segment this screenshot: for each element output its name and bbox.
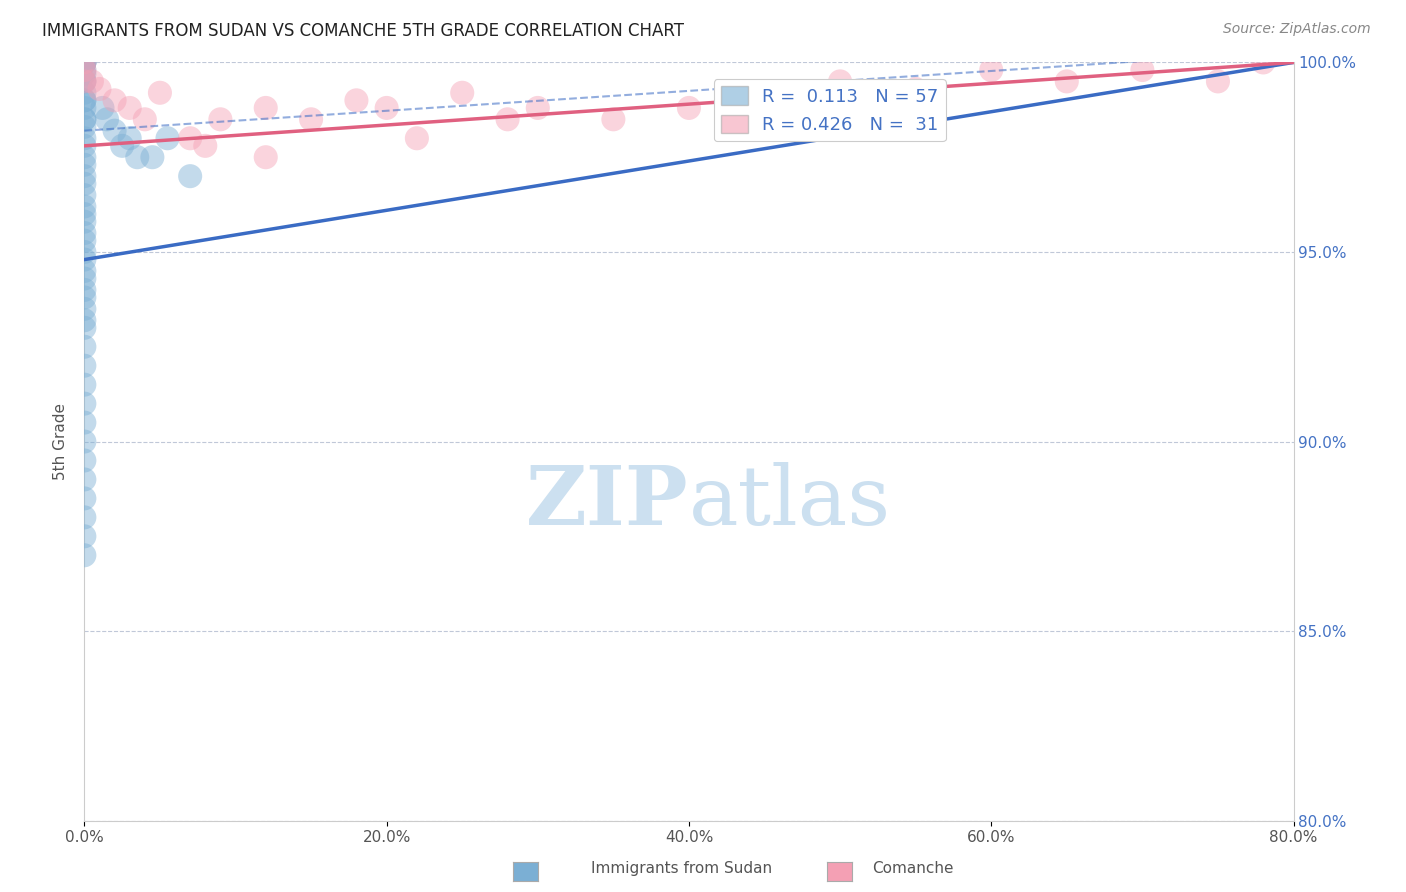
Point (73, 396, 96, 410)
Point (104, 123, 127, 137)
Point (73, 291, 96, 305)
Point (111, 138, 134, 153)
Point (73, 340, 96, 354)
Text: ZIP: ZIP (526, 462, 689, 542)
Text: Immigrants from Sudan: Immigrants from Sudan (591, 861, 772, 876)
Text: atlas: atlas (689, 462, 891, 542)
Point (73, 120, 96, 134)
Point (346, 93, 368, 107)
Point (73, 55, 96, 70)
Point (73, 55, 96, 70)
Point (104, 93, 127, 107)
Point (1056, 74, 1078, 88)
Point (73, 510, 96, 524)
Point (73, 214, 96, 228)
Point (80, 74, 103, 88)
Point (73, 74, 96, 88)
Point (73, 62, 96, 77)
Point (73, 101, 96, 115)
Point (980, 62, 1002, 77)
Point (73, 62, 96, 77)
Point (73, 271, 96, 285)
Point (678, 101, 700, 115)
Point (496, 112, 519, 127)
Point (254, 150, 277, 164)
Point (73, 244, 96, 259)
Point (754, 86, 776, 100)
Point (73, 74, 96, 88)
Legend: R =  0.113   N = 57, R = 0.426   N =  31: R = 0.113 N = 57, R = 0.426 N = 31 (714, 79, 946, 141)
Point (73, 86, 96, 100)
Point (73, 74, 96, 88)
Point (527, 101, 550, 115)
Point (406, 131, 429, 145)
Point (73, 158, 96, 172)
Text: Source: ZipAtlas.com: Source: ZipAtlas.com (1223, 22, 1371, 37)
Point (73, 188, 96, 202)
Point (73, 453, 96, 467)
Point (73, 112, 96, 127)
Point (91, 101, 114, 115)
Point (73, 234, 96, 248)
Point (73, 313, 96, 327)
Point (73, 150, 96, 164)
Point (179, 169, 201, 183)
Point (904, 82, 927, 96)
Point (73, 491, 96, 506)
Point (73, 252, 96, 267)
Text: IMMIGRANTS FROM SUDAN VS COMANCHE 5TH GRADE CORRELATION CHART: IMMIGRANTS FROM SUDAN VS COMANCHE 5TH GR… (42, 22, 685, 40)
Point (89, 82, 111, 96)
Point (73, 131, 96, 145)
Point (127, 150, 149, 164)
Point (73, 112, 96, 127)
Point (451, 86, 474, 100)
Point (73, 320, 96, 334)
Point (209, 112, 232, 127)
Y-axis label: 5th Grade: 5th Grade (52, 403, 67, 480)
Point (118, 131, 141, 145)
Point (118, 101, 141, 115)
Point (73, 207, 96, 221)
Point (830, 74, 852, 88)
Point (602, 112, 624, 127)
Point (1132, 62, 1154, 77)
Point (1253, 55, 1275, 70)
Point (73, 529, 96, 543)
Point (149, 86, 172, 100)
Point (73, 416, 96, 430)
Point (73, 434, 96, 449)
Point (73, 301, 96, 316)
Point (1206, 74, 1229, 88)
Point (73, 55, 96, 70)
Point (156, 131, 179, 145)
Point (73, 55, 96, 70)
Point (73, 264, 96, 278)
Point (299, 112, 322, 127)
Point (73, 93, 96, 107)
Point (73, 138, 96, 153)
Point (134, 112, 156, 127)
Point (194, 138, 217, 153)
Point (375, 101, 398, 115)
Point (73, 548, 96, 562)
Point (73, 472, 96, 486)
Point (96, 112, 118, 127)
Point (73, 226, 96, 240)
Point (73, 55, 96, 70)
Point (73, 177, 96, 191)
Point (141, 150, 163, 164)
Point (73, 169, 96, 183)
Point (73, 199, 96, 213)
Point (179, 131, 201, 145)
Point (254, 101, 277, 115)
Text: Comanche: Comanche (872, 861, 953, 876)
Point (73, 93, 96, 107)
Point (73, 359, 96, 373)
Point (73, 67, 96, 81)
Point (73, 283, 96, 297)
Point (73, 377, 96, 392)
